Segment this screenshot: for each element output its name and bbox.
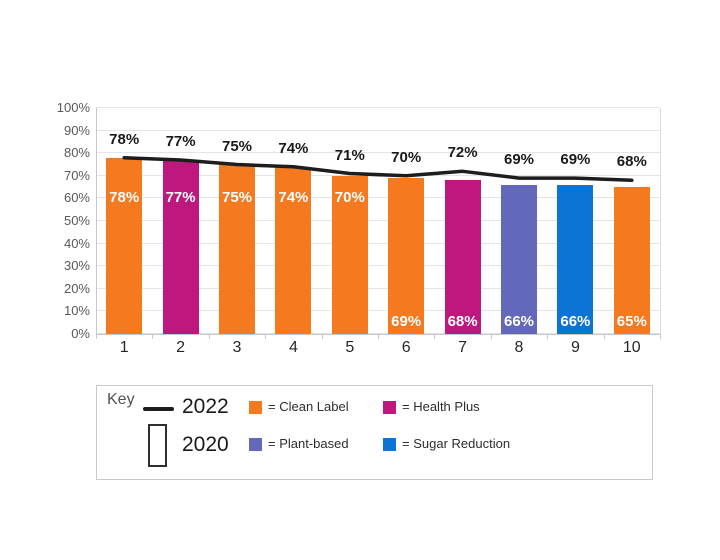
bar-2-health-plus	[162, 159, 199, 334]
x-axis-line	[96, 334, 661, 335]
bar-value-label: 78%	[109, 189, 140, 206]
bar-value-label: 69%	[391, 313, 422, 330]
x-axis-category-label: 3	[232, 339, 242, 356]
bar-value-label: 66%	[503, 313, 535, 330]
bar-value-label: 66%	[560, 313, 591, 330]
bar-9-sugar-reduction	[557, 184, 594, 334]
gridline-60%	[96, 197, 660, 199]
x-axis-category-label: 8	[514, 339, 524, 356]
y-axis-tick-label: 60%	[63, 190, 90, 206]
line-value-label: 78%	[109, 130, 140, 148]
bar-7-health-plus	[444, 180, 481, 334]
legend-item-clean-label: = Clean Label	[249, 400, 349, 414]
x-axis-category-label: 7	[458, 339, 468, 356]
gridline-40%	[96, 242, 660, 244]
y-axis-tick-label: 100%	[56, 100, 90, 115]
key-title: Key	[107, 391, 135, 408]
bar-value-label: 74%	[278, 189, 309, 206]
sugar-reduction-swatch	[383, 437, 396, 451]
x-axis-category-label: 6	[401, 339, 411, 356]
line-series-swatch	[143, 407, 174, 411]
x-axis-tickmark	[490, 335, 492, 339]
gridline-10%	[96, 310, 660, 312]
x-axis-category-label: 4	[288, 339, 298, 356]
x-axis-tickmark	[152, 335, 154, 339]
bar-series-swatch	[148, 424, 167, 467]
x-axis-tickmark	[434, 335, 436, 339]
y-axis-tick-label: 70%	[63, 167, 90, 183]
x-axis-tickmark	[265, 335, 267, 339]
line-value-label: 75%	[221, 137, 253, 155]
x-axis-tickmark	[208, 335, 210, 339]
x-axis-tickmark	[378, 335, 379, 339]
x-axis-category-label: 10	[622, 339, 641, 356]
x-axis-tickmark	[603, 335, 605, 339]
bar-10-clean-label	[613, 187, 650, 334]
gridline-90%	[96, 129, 660, 131]
y-axis-tick-label: 90%	[63, 122, 90, 138]
gridline-50%	[96, 220, 660, 221]
legend-item-health-plus: = Health Plus	[383, 400, 480, 414]
gridline-30%	[96, 265, 660, 267]
y-axis-tick-label: 80%	[63, 145, 90, 161]
line-value-label: 74%	[278, 139, 309, 157]
legend-item-label: = Health Plus	[402, 399, 480, 414]
bar-value-label: 65%	[616, 313, 647, 330]
bar-value-label: 77%	[165, 189, 196, 206]
bar-6-clean-label	[388, 178, 425, 334]
x-axis-tickmark	[547, 335, 549, 339]
legend-item-sugar-reduction: = Sugar Reduction	[383, 437, 510, 451]
line-value-label: 69%	[560, 151, 591, 169]
gridline-0%	[96, 333, 660, 334]
bar-series-year-label: 2020	[182, 433, 229, 456]
bar-8-plant-based	[501, 184, 537, 334]
line-series-2022	[122, 155, 634, 183]
line-value-label: 72%	[447, 144, 478, 162]
plant-based-swatch	[249, 437, 262, 451]
x-axis-tickmark	[321, 335, 323, 339]
x-axis-category-label: 5	[345, 339, 355, 356]
line-value-label: 71%	[334, 146, 365, 164]
clean-label-swatch	[249, 400, 262, 414]
bar-3-clean-label	[219, 164, 255, 334]
line-value-label: 69%	[503, 151, 535, 169]
y-axis-tick-label: 50%	[63, 213, 90, 228]
line-value-label: 70%	[391, 148, 422, 166]
legend-item-label: = Plant-based	[268, 436, 349, 451]
line-value-label: 68%	[616, 153, 647, 171]
y-axis-tick-label: 20%	[63, 280, 90, 296]
x-axis-category-label: 2	[176, 339, 186, 356]
plot-right-border	[660, 108, 661, 334]
bar-value-label: 75%	[221, 189, 253, 206]
legend-item-plant-based: = Plant-based	[249, 437, 349, 451]
y-axis-tick-label: 10%	[63, 303, 90, 319]
x-axis-tickmark	[660, 335, 661, 339]
y-axis-tick-label: 0%	[71, 326, 90, 341]
health-plus-swatch	[383, 400, 396, 414]
gridline-100%	[96, 107, 660, 108]
x-axis-category-label: 1	[119, 339, 129, 356]
x-axis-tickmark	[96, 335, 97, 339]
x-axis-category-label: 9	[570, 339, 580, 356]
line-series-year-label: 2022	[182, 395, 229, 418]
legend-item-label: = Sugar Reduction	[402, 436, 511, 451]
bar-value-label: 70%	[334, 189, 365, 206]
gridline-80%	[96, 152, 660, 154]
y-axis-line	[96, 108, 97, 334]
line-2022-path	[122, 155, 634, 183]
bar-value-label: 68%	[447, 313, 478, 330]
bar-1-clean-label	[106, 157, 143, 334]
legend-item-label: = Clean Label	[268, 399, 349, 414]
y-axis-tick-label: 30%	[63, 258, 90, 274]
line-value-label: 77%	[165, 132, 196, 150]
y-axis-tick-label: 40%	[63, 235, 90, 251]
gridline-20%	[96, 287, 660, 289]
bar-5-clean-label	[331, 175, 368, 334]
chart-key-box: Key 2022 2020 = Clean Label = Health Plu…	[96, 385, 653, 480]
bar-4-clean-label	[275, 166, 312, 334]
